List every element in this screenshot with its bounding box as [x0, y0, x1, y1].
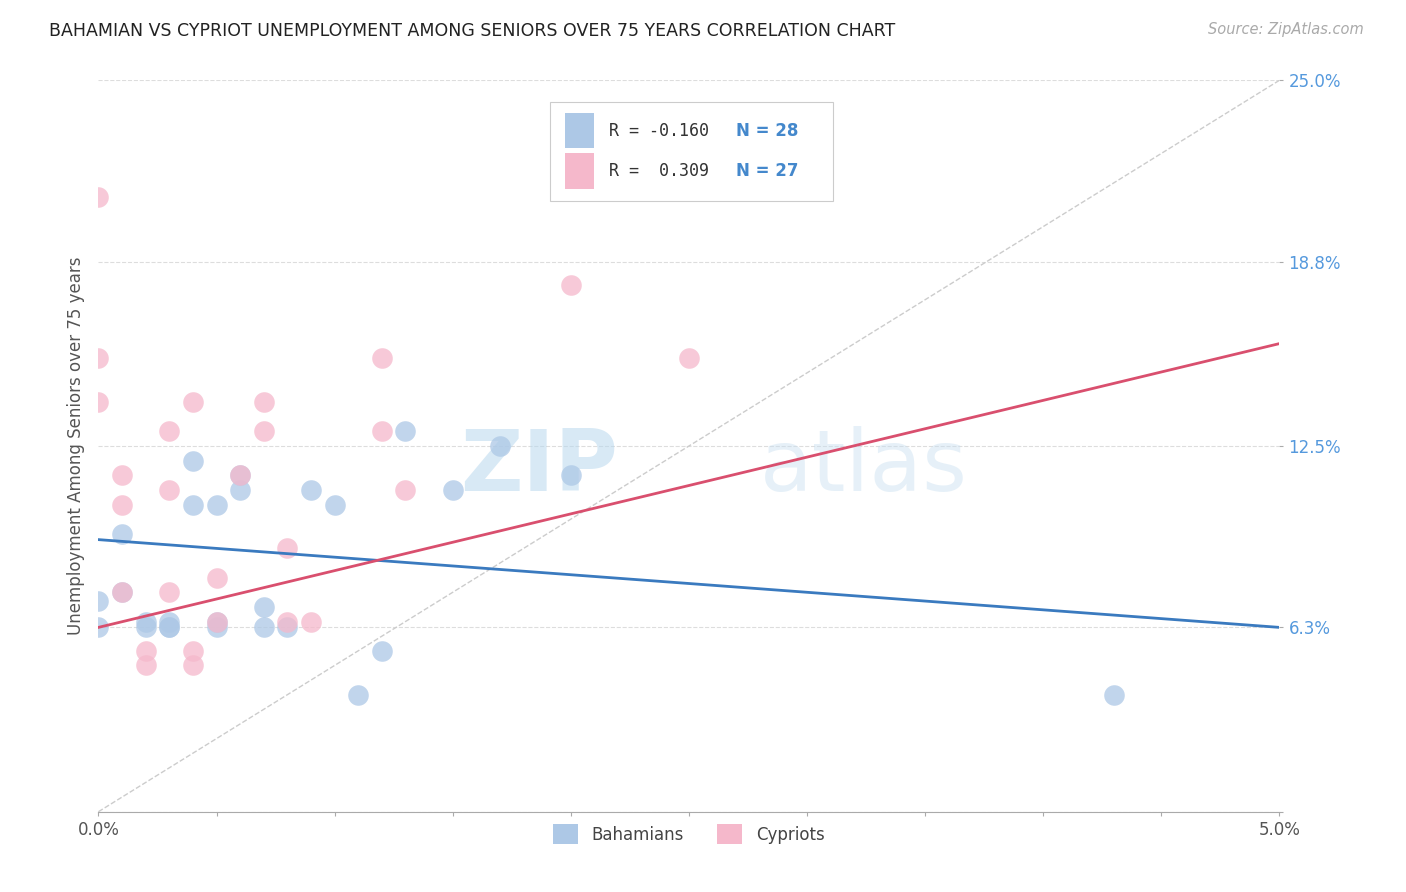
Point [560, 468, 582, 483]
Point [87, 190, 110, 204]
Point [111, 526, 134, 541]
Point [205, 615, 228, 629]
Point [394, 425, 416, 439]
Point [181, 395, 204, 409]
Point [87, 594, 110, 608]
FancyBboxPatch shape [550, 103, 832, 201]
Point [276, 541, 298, 556]
Point [253, 395, 276, 409]
Point [87, 351, 110, 366]
Point [276, 620, 298, 634]
Point [205, 615, 228, 629]
Point [371, 351, 394, 366]
Text: ZIP: ZIP [460, 426, 619, 509]
Point [276, 615, 298, 629]
Point [135, 658, 157, 673]
Legend: Bahamians, Cypriots: Bahamians, Cypriots [547, 817, 831, 851]
Point [299, 615, 322, 629]
Point [87, 620, 110, 634]
Point [181, 658, 204, 673]
Point [229, 483, 252, 497]
Text: R =  0.309: R = 0.309 [609, 162, 709, 180]
FancyBboxPatch shape [565, 113, 595, 148]
Point [87, 395, 110, 409]
Y-axis label: Unemployment Among Seniors over 75 years: Unemployment Among Seniors over 75 years [66, 257, 84, 635]
Point [347, 688, 370, 702]
Point [157, 620, 180, 634]
Point [229, 468, 252, 483]
Point [323, 498, 346, 512]
Point [181, 644, 204, 658]
Point [394, 483, 416, 497]
Point [157, 620, 180, 634]
Point [135, 615, 157, 629]
Point [560, 278, 582, 293]
FancyBboxPatch shape [565, 153, 595, 188]
Point [157, 483, 180, 497]
Point [157, 425, 180, 439]
Point [678, 351, 700, 366]
Point [111, 585, 134, 599]
Point [253, 620, 276, 634]
Point [111, 468, 134, 483]
Point [135, 620, 157, 634]
Point [441, 483, 464, 497]
Point [1102, 688, 1125, 702]
Point [371, 644, 394, 658]
Text: R = -0.160: R = -0.160 [609, 121, 709, 140]
Point [181, 453, 204, 467]
Text: N = 27: N = 27 [737, 162, 799, 180]
Point [157, 585, 180, 599]
Point [371, 425, 394, 439]
Point [205, 498, 228, 512]
Point [205, 620, 228, 634]
Point [111, 498, 134, 512]
Point [205, 571, 228, 585]
Text: atlas: atlas [759, 426, 967, 509]
Text: N = 28: N = 28 [737, 121, 799, 140]
Point [253, 599, 276, 614]
Point [135, 644, 157, 658]
Point [489, 439, 512, 453]
Text: BAHAMIAN VS CYPRIOT UNEMPLOYMENT AMONG SENIORS OVER 75 YEARS CORRELATION CHART: BAHAMIAN VS CYPRIOT UNEMPLOYMENT AMONG S… [49, 22, 896, 40]
Point [253, 425, 276, 439]
Text: Source: ZipAtlas.com: Source: ZipAtlas.com [1208, 22, 1364, 37]
Point [157, 615, 180, 629]
Point [181, 498, 204, 512]
Point [299, 483, 322, 497]
Point [111, 585, 134, 599]
Point [229, 468, 252, 483]
